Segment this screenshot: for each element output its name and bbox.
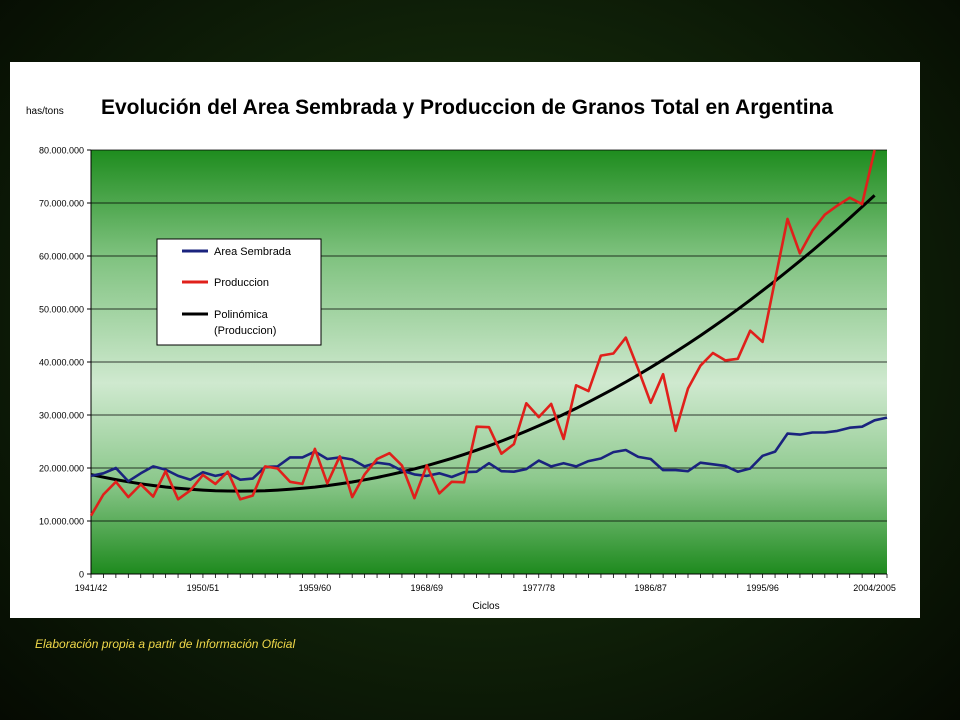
x-tick-label: 1995/96	[746, 583, 779, 593]
y-tick-label: 70.000.000	[39, 199, 84, 209]
x-tick-label: 1959/60	[299, 583, 332, 593]
series-produccion-line	[89, 149, 876, 517]
y-tick-label: 60.000.000	[39, 252, 84, 262]
legend: Area Sembrada Produccion Polinómica (Pro…	[156, 238, 322, 346]
x-tick-label: 2004/2005	[853, 583, 896, 593]
legend-polinomica-label-2: (Produccion)	[214, 325, 276, 337]
gridlines	[91, 149, 887, 522]
legend-polinomica-label: Polinómica	[214, 309, 269, 321]
chart-svg: has/tons Evolución del Area Sembrada y P…	[26, 96, 896, 612]
legend-area-label: Area Sembrada	[214, 246, 292, 258]
y-tick-label: 10.000.000	[39, 517, 84, 527]
footer-source-note: Elaboración propia a partir de Informaci…	[35, 637, 296, 651]
x-tick-label: 1950/51	[187, 583, 220, 593]
y-axis: 0 10.000.000 20.000.000 30.000.000 40.000.00…	[39, 146, 92, 580]
y-tick-label: 50.000.000	[39, 305, 84, 315]
legend-box	[156, 238, 322, 346]
x-axis-title: Ciclos	[472, 601, 499, 612]
y-tick-label: 40.000.000	[39, 358, 84, 368]
y-tick-label: 0	[79, 570, 84, 580]
y-tick-label: 30.000.000	[39, 411, 84, 421]
x-tick-label: 1986/87	[634, 583, 667, 593]
unit-label: has/tons	[26, 106, 64, 117]
x-tick-label: 1968/69	[411, 583, 444, 593]
chart-container: has/tons Evolución del Area Sembrada y P…	[10, 62, 920, 618]
x-tick-label: 1977/78	[522, 583, 555, 593]
y-tick-label: 20.000.000	[39, 464, 84, 474]
series-lines	[89, 149, 888, 517]
y-tick-label: 80.000.000	[39, 146, 84, 156]
x-axis: 1941/42 1950/51 1959/60 1968/69 1977/78 1986/…	[75, 573, 896, 593]
series-polinomica-line	[90, 194, 876, 493]
chart-title: Evolución del Area Sembrada y Produccion…	[101, 96, 833, 119]
legend-produccion-label: Produccion	[214, 277, 269, 289]
x-tick-label: 1941/42	[75, 583, 108, 593]
